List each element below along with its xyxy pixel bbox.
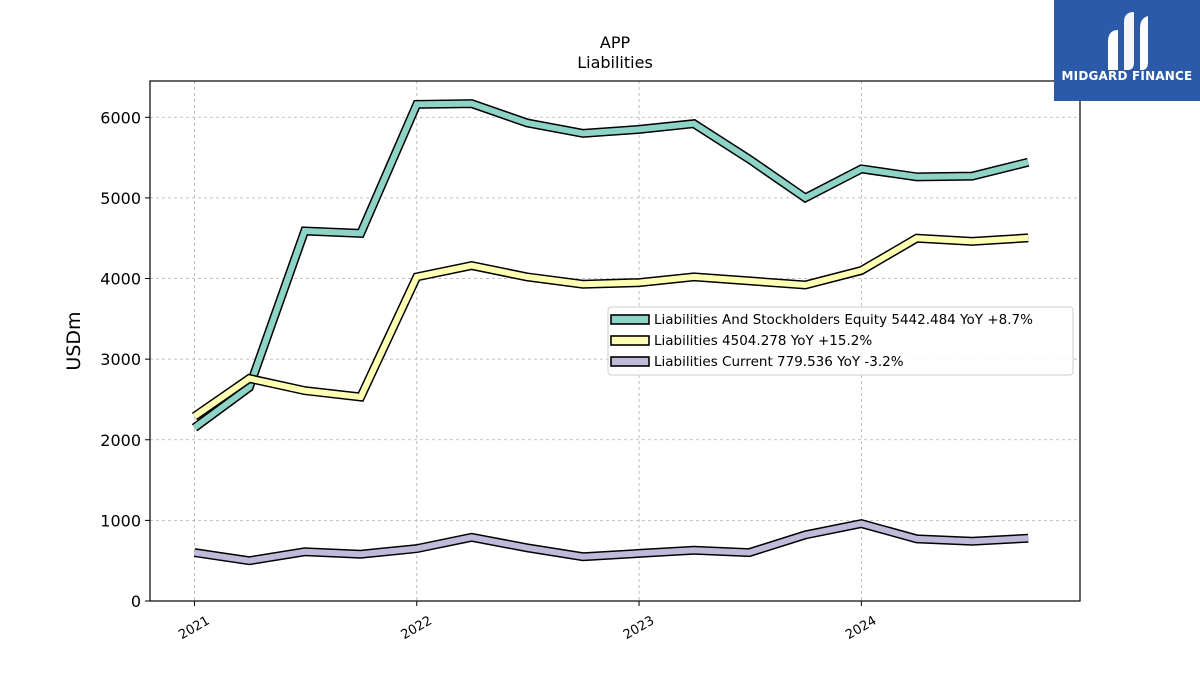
y-tick-label: 6000 bbox=[100, 108, 141, 127]
legend-swatch bbox=[610, 356, 650, 367]
brand-logo: MIDGARD FINANCE bbox=[1054, 0, 1200, 101]
legend: Liabilities And Stockholders Equity 5442… bbox=[607, 306, 1074, 376]
x-tick-label: 2021 bbox=[176, 613, 212, 643]
legend-label: Liabilities And Stockholders Equity 5442… bbox=[654, 312, 1033, 328]
brand-mark-icon bbox=[1108, 12, 1148, 70]
series-line bbox=[192, 100, 1029, 431]
series-lines bbox=[191, 99, 1030, 566]
y-axis-label: USDm bbox=[63, 311, 85, 370]
x-tick-label: 2024 bbox=[843, 613, 879, 643]
y-tick-label: 2000 bbox=[100, 431, 141, 450]
axes: 0 1000 2000 3000 4000 5000 6000 2021 2022 2023 202… bbox=[100, 108, 879, 643]
chart-title: APP bbox=[600, 33, 631, 52]
y-tick-label: 5000 bbox=[100, 189, 141, 208]
series-line bbox=[192, 234, 1029, 419]
series-line bbox=[194, 520, 1029, 564]
x-tick-label: 2022 bbox=[399, 613, 435, 643]
legend-box bbox=[607, 306, 1074, 376]
brand-name: MIDGARD FINANCE bbox=[1061, 69, 1193, 83]
y-tick-label: 0 bbox=[131, 592, 141, 611]
y-tick-label: 3000 bbox=[100, 350, 141, 369]
legend-swatch bbox=[610, 335, 650, 346]
y-tick-label: 4000 bbox=[100, 270, 141, 289]
plot-frame bbox=[149, 80, 1081, 602]
chart-subtitle: Liabilities bbox=[577, 53, 653, 72]
y-tick-label: 1000 bbox=[100, 511, 141, 530]
series-line-outline bbox=[191, 99, 1030, 432]
legend-label: Liabilities 4504.278 YoY +15.2% bbox=[654, 333, 872, 349]
legend-label: Liabilities Current 779.536 YoY -3.2% bbox=[654, 354, 904, 370]
x-tick-label: 2023 bbox=[621, 613, 657, 643]
legend-swatch bbox=[610, 314, 650, 325]
